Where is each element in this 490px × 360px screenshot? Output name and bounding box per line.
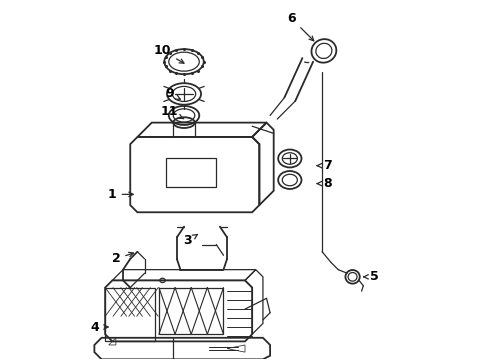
Text: 3: 3: [183, 234, 197, 247]
Text: 5: 5: [364, 270, 378, 283]
Text: 9: 9: [166, 87, 180, 100]
Text: 11: 11: [161, 105, 184, 119]
Text: 4: 4: [90, 320, 108, 333]
Text: 7: 7: [317, 159, 332, 172]
Text: 8: 8: [317, 177, 332, 190]
Text: 1: 1: [108, 188, 133, 201]
Text: 6: 6: [287, 12, 314, 41]
Text: 10: 10: [154, 44, 184, 63]
Text: 2: 2: [112, 252, 133, 265]
